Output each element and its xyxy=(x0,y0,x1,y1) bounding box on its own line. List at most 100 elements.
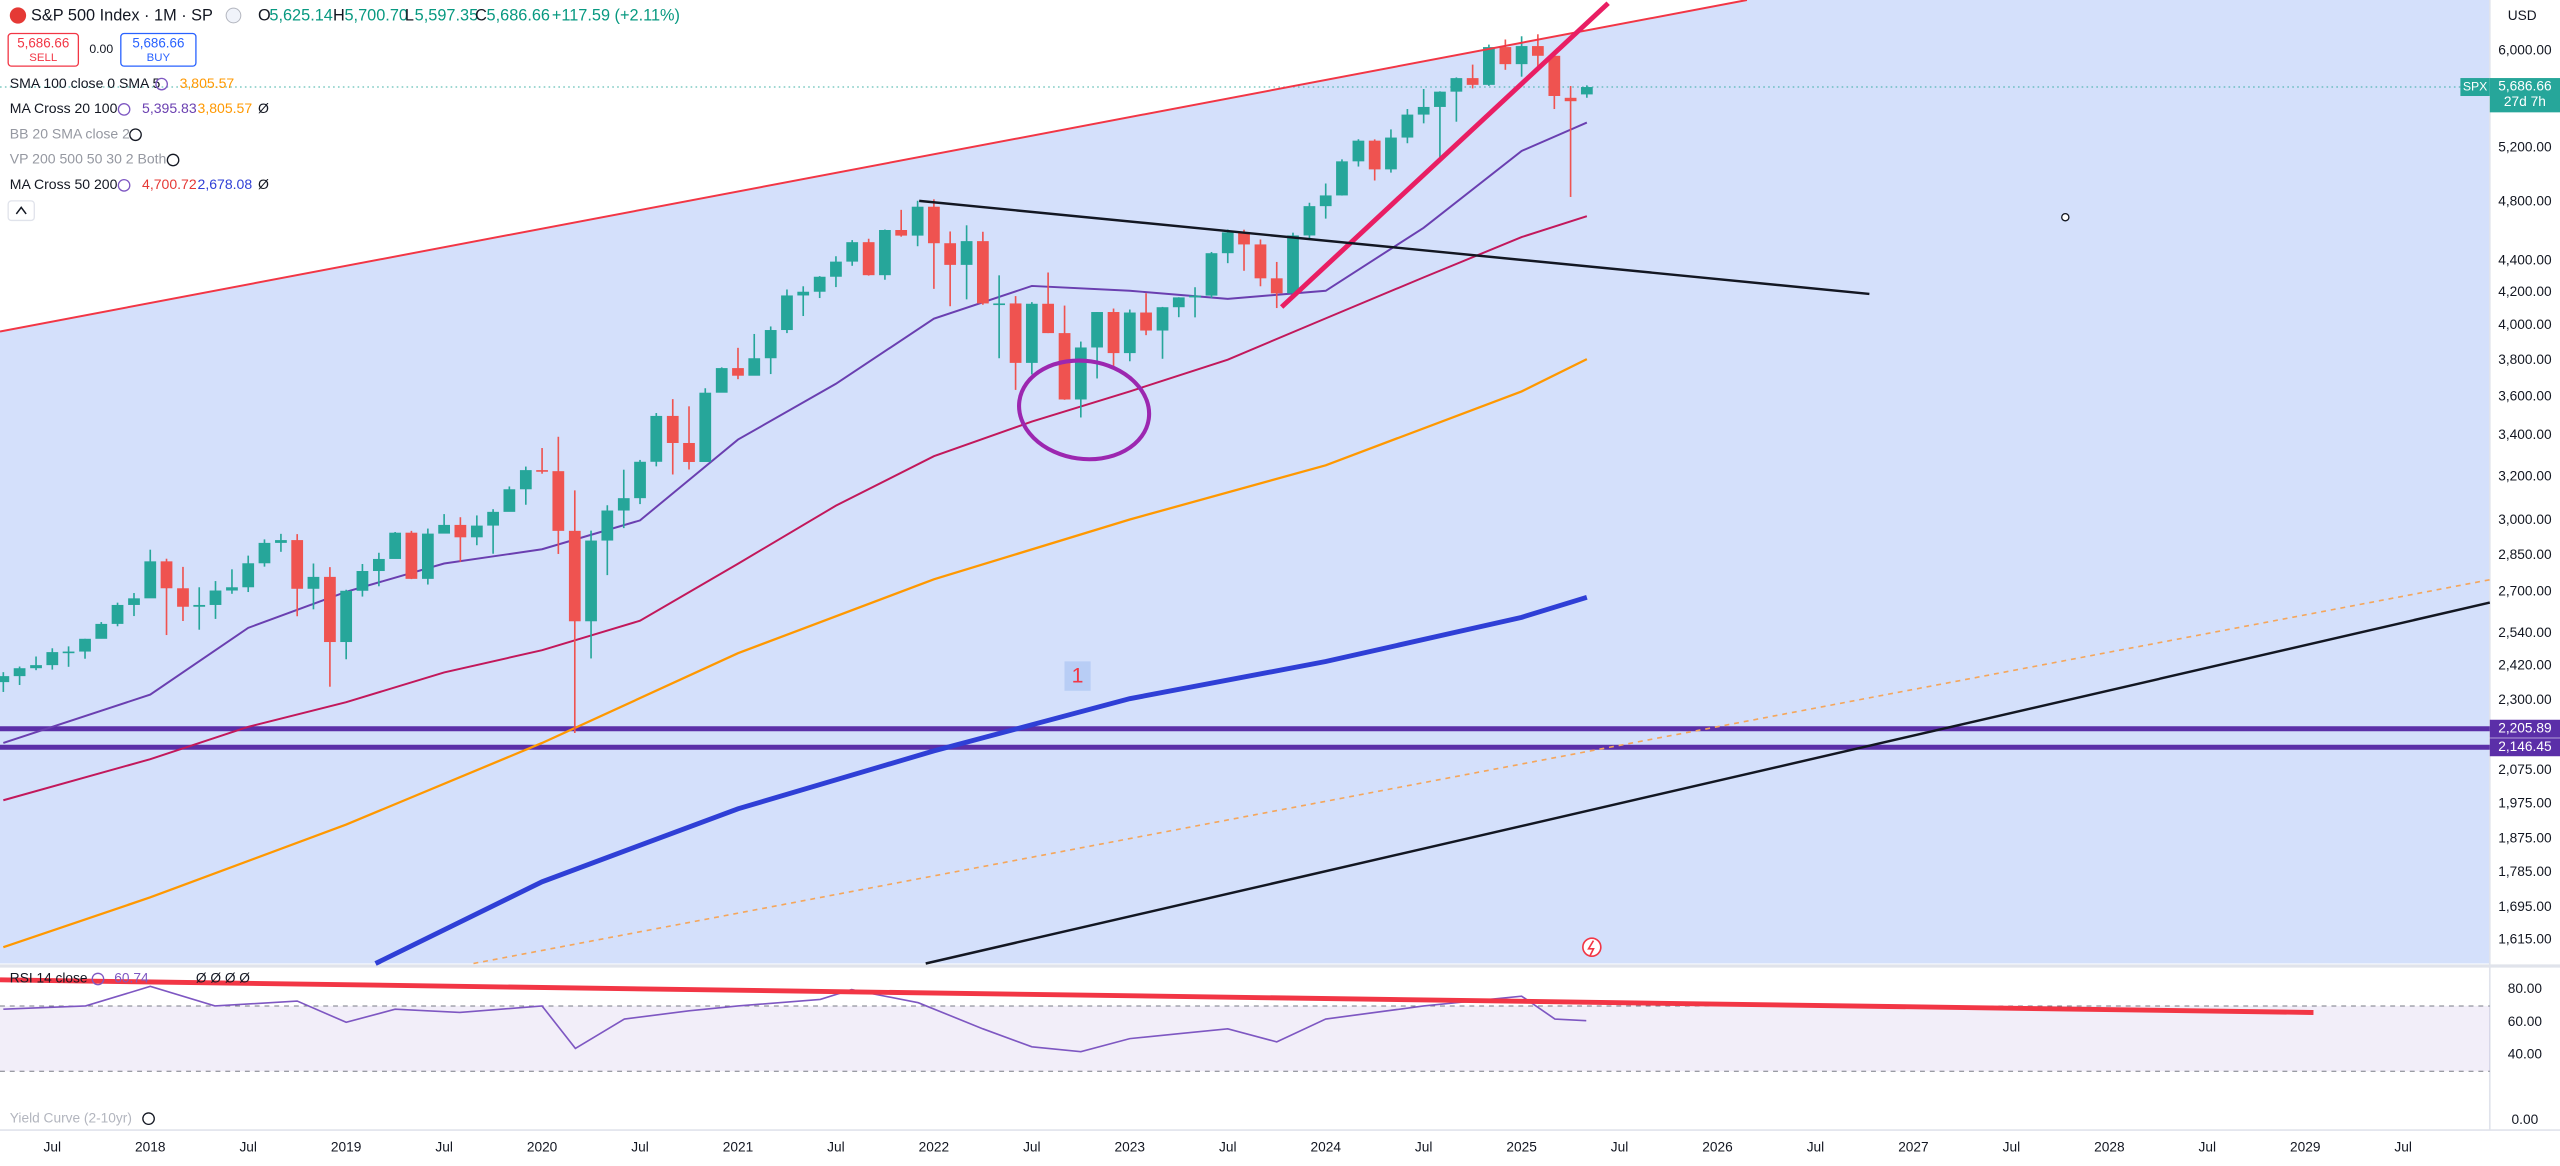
indicator-label[interactable]: MA Cross 50 200 xyxy=(10,176,118,192)
candle-body xyxy=(1548,55,1561,96)
candle-body xyxy=(356,571,369,591)
candle-body xyxy=(1580,87,1593,95)
candle-body xyxy=(291,540,304,589)
candle-body xyxy=(1532,46,1544,56)
indicator-label[interactable]: MA Cross 20 100 xyxy=(10,100,118,116)
candle-body xyxy=(1058,333,1071,400)
candle-body xyxy=(1336,161,1348,196)
candle-body xyxy=(0,676,10,683)
x-tick-label: 2027 xyxy=(1898,1140,1928,1155)
candle-body xyxy=(275,540,287,543)
candle-body xyxy=(634,461,646,499)
candle-body xyxy=(193,604,206,607)
indicator-label[interactable]: BB 20 SMA close 2 xyxy=(10,125,130,141)
rsi-line xyxy=(3,985,1587,1053)
candle-body xyxy=(470,525,483,538)
currency[interactable]: USD xyxy=(2508,8,2537,23)
candle-body xyxy=(1270,278,1283,294)
x-tick-label: Jul xyxy=(435,1140,453,1155)
candle-body xyxy=(62,651,75,654)
collapse-button[interactable] xyxy=(7,200,35,222)
y-tick-label: 1,615.00 xyxy=(2498,932,2552,947)
y-tick-label: 5,200.00 xyxy=(2498,139,2552,154)
candle-body xyxy=(1091,312,1103,348)
y-tick-label: 4,800.00 xyxy=(2498,194,2552,209)
candle-body xyxy=(797,291,810,296)
sell-button[interactable] xyxy=(7,32,80,67)
symbol-label: SPX xyxy=(2463,79,2487,93)
header: S&P 500 Index · 1M · SP O 5,625.14 H 5,7… xyxy=(0,0,2537,1125)
indicator-value: 3,805.57 xyxy=(180,75,235,91)
candle-body xyxy=(846,242,859,262)
x-tick-label: 2023 xyxy=(1115,1140,1146,1155)
x-tick-label: Jul xyxy=(1807,1140,1825,1155)
buy-button[interactable] xyxy=(120,32,197,67)
indicator-icon[interactable] xyxy=(117,178,131,192)
x-tick-label: 2019 xyxy=(331,1140,361,1155)
visibility-icon[interactable] xyxy=(129,128,142,142)
candle-body xyxy=(568,530,581,622)
change: +117.59 (+2.11%) xyxy=(552,7,680,25)
drawings: 1 xyxy=(0,0,2491,1015)
candle-body xyxy=(1401,114,1414,138)
event-icon-bolt xyxy=(1587,940,1595,956)
visibility-icon[interactable] xyxy=(142,1112,155,1126)
circle-drawing xyxy=(1017,358,1152,462)
x-tick-label: Jul xyxy=(2003,1140,2021,1155)
x-tick-label: Jul xyxy=(631,1140,649,1155)
rsi-trend-line xyxy=(0,977,2314,1015)
candle-body xyxy=(960,241,973,265)
candle-body xyxy=(764,330,777,359)
candle-body xyxy=(1074,347,1087,400)
plot-layer xyxy=(0,34,2490,1072)
indicator-icon[interactable] xyxy=(155,77,168,91)
rsi-value: 60.74 xyxy=(114,971,149,986)
indicator-value: Ø xyxy=(258,176,269,192)
y-tick-label: 2,075.00 xyxy=(2498,762,2552,777)
candle-body xyxy=(454,524,467,538)
footer-indicator[interactable]: Yield Curve (2-10yr) xyxy=(10,1110,132,1125)
candle-body xyxy=(1417,106,1430,115)
candle-body xyxy=(601,510,614,541)
y-tick-label: 1,975.00 xyxy=(2498,795,2552,810)
rsi-band xyxy=(0,1005,2490,1072)
candle-body xyxy=(389,532,402,559)
indicator-label[interactable]: SMA 100 close 0 SMA 5 xyxy=(10,75,161,91)
y-tick-label: 2,700.00 xyxy=(2498,583,2552,598)
rsi-tick-label: 40.00 xyxy=(2508,1047,2543,1062)
x-tick-label: Jul xyxy=(1415,1140,1433,1155)
status-dot xyxy=(225,7,242,24)
buy-label: BUY xyxy=(147,52,171,64)
candle-body xyxy=(405,532,418,579)
x-tick-label: 2021 xyxy=(723,1140,753,1155)
y-tick-label: 3,400.00 xyxy=(2498,427,2552,442)
symbol-title[interactable]: S&P 500 Index · 1M · SP xyxy=(31,7,213,25)
sell-price: 5,686.66 xyxy=(17,36,69,51)
y-tick-label: 2,300.00 xyxy=(2498,692,2552,707)
ohlc-value: 5,625.14 xyxy=(269,7,332,25)
candle-body xyxy=(1025,303,1038,363)
candle-body xyxy=(1499,47,1512,65)
event-icon[interactable] xyxy=(1582,937,1602,957)
candle-body xyxy=(552,471,565,531)
candle-body xyxy=(1140,312,1152,331)
indicator-label[interactable]: VP 200 500 50 30 2 Both xyxy=(10,151,167,167)
indicator-icon[interactable] xyxy=(117,103,131,116)
level-label: 2,146.45 xyxy=(2498,739,2552,754)
price-axis xyxy=(2489,0,2560,1166)
candle-body xyxy=(1221,232,1234,254)
annotation-box xyxy=(1064,661,1091,691)
level-label-box xyxy=(2489,738,2560,757)
y-tick-label: 1,785.00 xyxy=(2498,864,2552,879)
indicator-icon xyxy=(91,972,105,986)
candle-body xyxy=(911,206,924,236)
y-tick-label: 3,000.00 xyxy=(2498,512,2552,527)
x-tick-label: Jul xyxy=(239,1140,257,1155)
candle-body xyxy=(30,665,42,669)
moving-average-line xyxy=(2,358,1588,949)
candle-body xyxy=(1564,97,1577,102)
visibility-icon[interactable] xyxy=(166,153,180,167)
x-tick-label: 2024 xyxy=(1310,1140,1341,1155)
candle-body xyxy=(1189,295,1201,298)
candle-body xyxy=(683,442,695,462)
